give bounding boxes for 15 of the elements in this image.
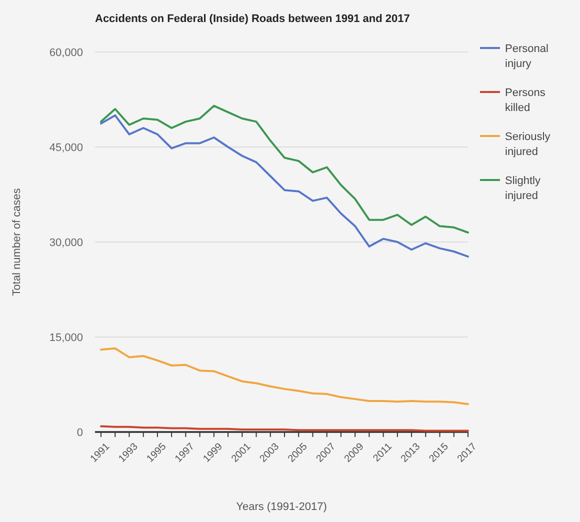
y-tick-label: 0: [76, 426, 83, 439]
x-axis-title: Years (1991-2017): [236, 501, 327, 513]
legend-label: Persons killed: [505, 87, 546, 114]
y-tick-label: 30,000: [49, 236, 83, 249]
line-series: [100, 104, 469, 234]
y-tick-label: 60,000: [49, 46, 83, 59]
y-tick-label: 15,000: [49, 332, 83, 344]
legend-label: Seriously injured: [505, 131, 551, 158]
legend-label: Slightly injured: [505, 175, 541, 202]
y-tick-label: 45,000: [49, 142, 83, 154]
legend-label: Personal injury: [505, 43, 548, 70]
y-axis-title: Total number of cases: [11, 188, 23, 296]
line-series: [100, 347, 469, 406]
line-series: [100, 114, 469, 258]
chart-title: Accidents on Federal (Inside) Roads between 1991 and 2017: [95, 13, 410, 25]
